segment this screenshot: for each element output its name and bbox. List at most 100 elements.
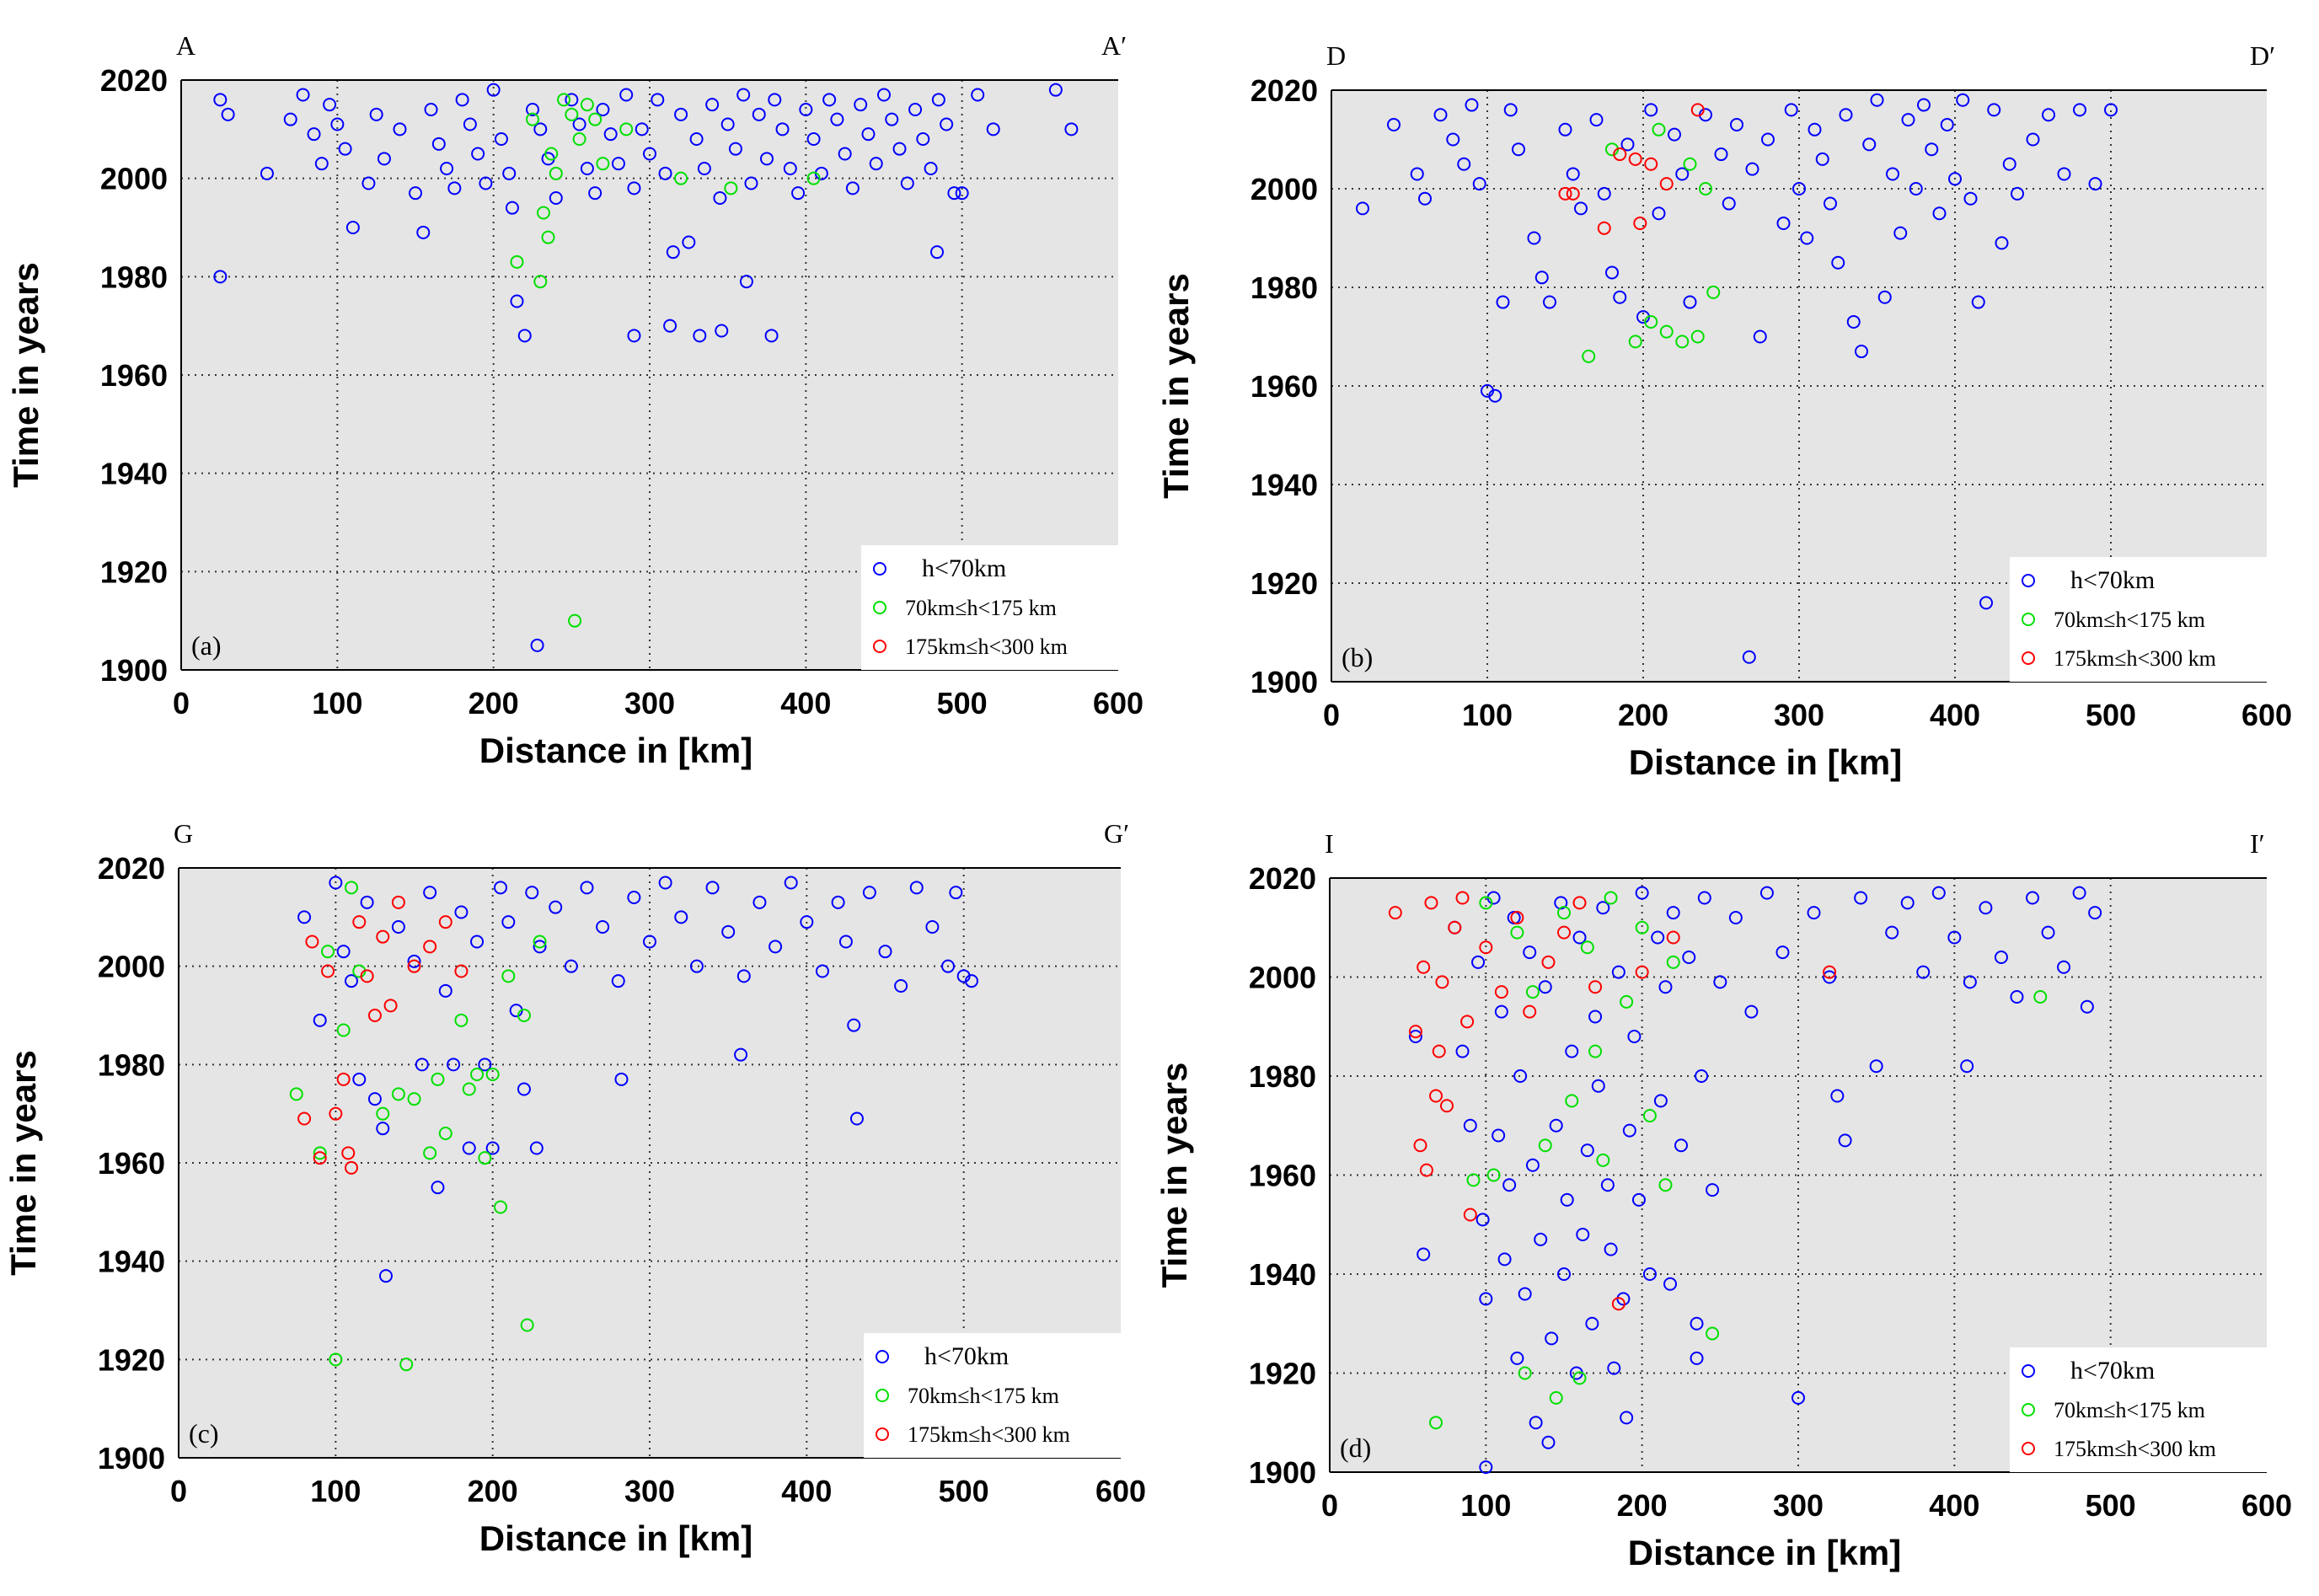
data-point	[1557, 906, 1571, 920]
data-point	[734, 1047, 748, 1062]
data-point	[431, 1181, 445, 1195]
data-point	[611, 974, 625, 988]
data-point	[424, 103, 438, 116]
data-point	[526, 103, 539, 116]
data-point	[1512, 142, 1525, 157]
data-point	[383, 999, 398, 1013]
data-point	[2073, 103, 2086, 117]
data-point	[454, 964, 469, 978]
data-point	[1479, 940, 1493, 955]
data-point	[2088, 177, 2102, 191]
data-point	[736, 969, 751, 983]
data-point	[296, 88, 310, 102]
data-point	[931, 93, 945, 107]
legend-label: 175km≤h<300 km	[905, 635, 1068, 659]
data-point	[822, 93, 837, 107]
data-point	[1690, 1351, 1704, 1365]
y-tick-label: 1900	[98, 1441, 165, 1475]
data-point	[378, 1269, 393, 1283]
series-0	[1356, 93, 2118, 664]
x-axis-title: Distance in [km]	[479, 731, 752, 770]
y-tick-label: 1960	[1249, 1159, 1316, 1193]
data-point	[1674, 1138, 1688, 1153]
data-point	[470, 1068, 485, 1081]
y-tick-label: 2020	[100, 63, 168, 98]
data-point	[1543, 295, 1556, 309]
x-tick-label: 0	[1321, 1488, 1338, 1523]
data-point	[1824, 196, 1837, 211]
data-point	[568, 613, 582, 628]
legend: h<70km 70km≤h<175 km 175km≤h<300 km	[2010, 1347, 2275, 1472]
data-point	[1628, 152, 1642, 166]
data-point	[1582, 349, 1596, 363]
data-point	[1518, 1287, 1532, 1301]
data-point	[663, 319, 677, 333]
y-tick-label: 1920	[100, 554, 168, 589]
y-tick-label: 1920	[98, 1342, 165, 1377]
data-point	[2041, 925, 2055, 940]
data-point	[1940, 117, 1954, 131]
data-point	[1979, 901, 1993, 915]
data-point	[391, 920, 405, 934]
data-point	[1479, 1460, 1493, 1475]
legend-marker	[2022, 1403, 2035, 1417]
data-point	[536, 206, 550, 220]
data-point	[213, 270, 228, 284]
data-point	[854, 98, 868, 112]
data-point	[1440, 1099, 1454, 1113]
data-point	[916, 132, 930, 146]
data-point	[1538, 1138, 1552, 1153]
data-point	[1635, 920, 1649, 935]
legend-marker	[873, 640, 886, 653]
legend: h<70km 70km≤h<175 km 175km≤h<300 km	[861, 545, 1127, 670]
data-point	[1728, 911, 1743, 924]
data-point	[1589, 113, 1604, 127]
x-tick-label: 200	[1617, 1488, 1668, 1523]
data-point	[1690, 1316, 1704, 1331]
data-point	[1356, 201, 1369, 216]
data-point	[1963, 975, 1977, 989]
data-point	[658, 166, 672, 180]
data-point	[345, 221, 360, 234]
data-point	[1497, 1252, 1512, 1267]
data-point	[1475, 1213, 1490, 1227]
data-point	[1658, 980, 1673, 994]
data-point	[1893, 226, 1908, 240]
data-point	[1432, 1044, 1446, 1058]
data-point	[878, 945, 892, 959]
data-point	[344, 1160, 358, 1175]
y-tick-label: 2020	[1251, 73, 1318, 108]
data-point	[806, 171, 821, 185]
legend-label: 70km≤h<175 km	[2054, 608, 2205, 632]
data-point	[415, 1058, 429, 1072]
data-point	[572, 117, 586, 131]
data-point	[877, 88, 891, 102]
y-tick-label: 1940	[98, 1245, 165, 1279]
data-point	[377, 152, 391, 166]
data-point	[736, 88, 751, 102]
data-point	[1527, 231, 1541, 245]
data-point	[658, 876, 672, 890]
data-point	[955, 186, 969, 201]
data-point	[367, 1092, 382, 1106]
data-point	[1917, 98, 1931, 112]
data-point	[971, 88, 985, 102]
data-point	[909, 881, 924, 895]
data-point	[1633, 216, 1647, 230]
data-point	[1463, 1118, 1477, 1133]
y-tick-label: 1920	[1249, 1357, 1316, 1391]
data-point	[2088, 906, 2102, 920]
data-point	[1605, 265, 1619, 280]
data-point	[1429, 1416, 1443, 1430]
data-point	[438, 983, 453, 998]
data-point	[845, 181, 860, 195]
data-point	[1417, 960, 1431, 974]
data-point	[783, 162, 797, 175]
y-tick-label: 2000	[1249, 961, 1316, 995]
data-point	[1706, 1326, 1720, 1341]
data-point	[1666, 930, 1680, 945]
data-point	[493, 881, 507, 895]
data-point	[1565, 1094, 1579, 1108]
data-point	[1658, 1178, 1673, 1192]
y-axis-title: Time in years	[1154, 1063, 1194, 1288]
